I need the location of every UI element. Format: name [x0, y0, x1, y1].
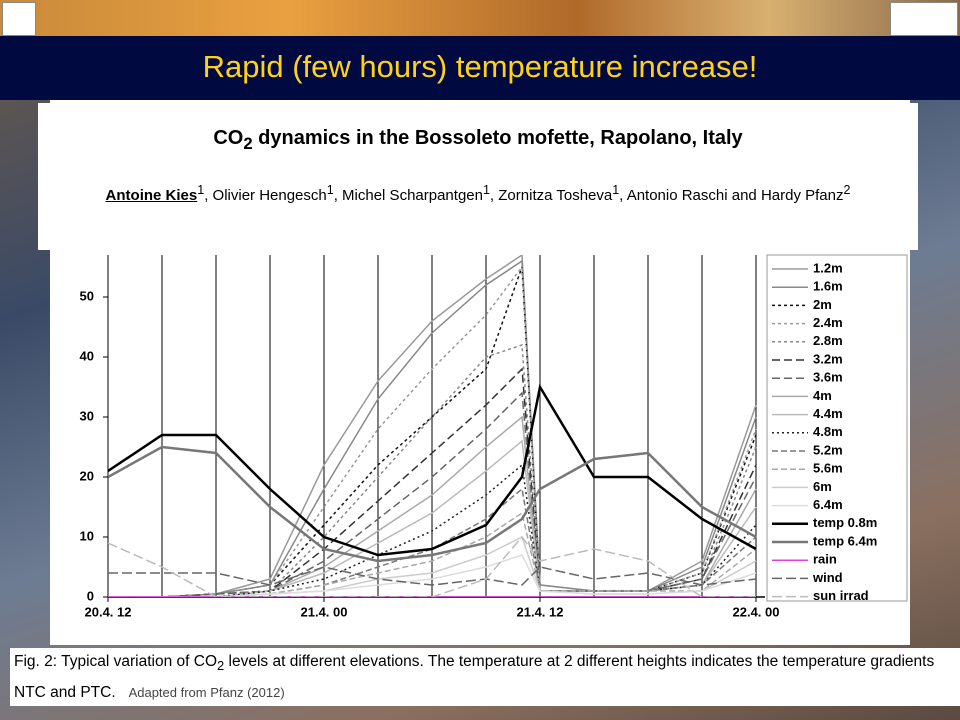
series-line [108, 266, 757, 597]
affiliation: 1 [326, 183, 334, 197]
caption: Fig. 2: Typical variation of CO2 levels … [10, 648, 960, 706]
logo-left [2, 2, 36, 36]
legend-label: 1.6m [813, 279, 843, 294]
series-line [108, 383, 757, 557]
title-part: dynamics in the Bossoleto mofette, Rapol… [252, 127, 743, 149]
series-line [108, 535, 756, 597]
author: Michel Scharpantgen [342, 187, 483, 204]
y-tick-label: 50 [80, 288, 94, 303]
legend-label: temp 0.8m [813, 515, 877, 530]
author: Olivier Hengesch [212, 187, 327, 204]
y-tick-label: 10 [80, 528, 94, 543]
affiliation: 2 [843, 183, 851, 197]
y-tick-label: 20 [80, 468, 94, 483]
x-tick-label: 21.4. 00 [301, 604, 348, 619]
legend-label: 3.6m [813, 370, 843, 385]
legend-label: 5.2m [813, 442, 843, 457]
y-tick-label: 40 [80, 348, 94, 363]
paper-header: CO2 dynamics in the Bossoleto mofette, R… [38, 103, 918, 250]
x-tick-label: 20.4. 12 [85, 604, 132, 619]
legend-label: 2.8m [813, 333, 843, 348]
series-line [108, 445, 757, 563]
legend-label: temp 6.4m [813, 533, 877, 548]
lines [108, 255, 757, 597]
caption-part: 2 [217, 658, 225, 674]
legend-label: 4.8m [813, 424, 843, 439]
author: Antonio Raschi and Hardy Pfanz [626, 187, 844, 204]
slide-title: Rapid (few hours) temperature increase! [0, 36, 960, 100]
affiliation: 1 [482, 183, 490, 197]
legend-label: 2.4m [813, 315, 843, 330]
affiliation: 1 [612, 183, 620, 197]
authors: Antoine Kies1, Olivier Hengesch1, Michel… [105, 183, 851, 204]
x-tick-label: 22.4. 00 [733, 604, 780, 619]
y-tick-label: 0 [87, 588, 94, 603]
caption-part: levels at different elevations. The temp… [14, 653, 935, 702]
legend-label: 3.2m [813, 351, 843, 366]
logo-right [890, 2, 958, 36]
legend-box [766, 254, 908, 602]
legend-label: 2m [813, 297, 832, 312]
series-line [108, 566, 757, 586]
banner-image [0, 0, 960, 36]
caption-part: Fig. 2: Typical variation of CO [14, 653, 218, 670]
legend-label: 5.6m [813, 461, 843, 476]
legend-label: rain [813, 552, 837, 567]
affiliation: 1 [197, 183, 205, 197]
legend-label: 6.4m [813, 497, 843, 512]
legend-label: wind [812, 570, 843, 585]
y-tick-label: 30 [80, 408, 94, 423]
legend-label: sun irrad [813, 588, 869, 603]
title-part: CO [213, 127, 244, 149]
source: Adapted from Pfanz (2012) [128, 685, 285, 701]
author: Antoine Kies [105, 187, 198, 204]
x-tick-label: 21.4. 12 [517, 604, 564, 619]
legend-label: 4m [813, 388, 832, 403]
paper-title: CO2 dynamics in the Bossoleto mofette, R… [38, 127, 918, 154]
legend-label: 1.2m [813, 260, 843, 275]
title-part: 2 [243, 134, 253, 153]
legend-label: 6m [813, 479, 832, 494]
legend-label: 4.4m [813, 406, 843, 421]
author: Zornitza Tosheva [498, 187, 613, 204]
